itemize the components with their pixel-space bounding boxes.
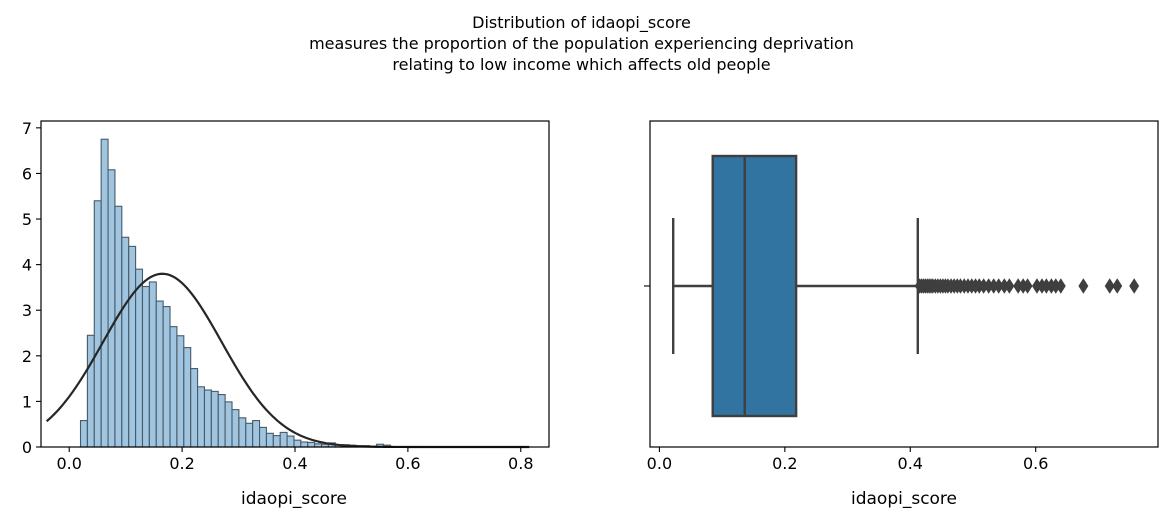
histogram-y-tick-label: 7: [22, 119, 32, 138]
histogram-bar: [293, 439, 302, 448]
histogram-bar: [155, 300, 164, 448]
histogram-x-tick-label: 0.2: [169, 454, 194, 473]
histogram-bar: [121, 236, 130, 448]
histogram-bar: [286, 435, 295, 448]
histogram-bar: [259, 426, 267, 448]
histogram-bar: [100, 138, 109, 448]
histogram-panel: 0.0 0.2 0.4 0.6 0.8 0 1 2 3 4 5 6 7: [22, 119, 550, 473]
outlier-marker: [1112, 278, 1123, 294]
interquartile-box: [711, 154, 798, 418]
histogram-y-tick-label: 0: [22, 438, 32, 457]
histogram-bar: [128, 245, 137, 448]
histogram-bar: [217, 394, 226, 448]
histogram-bar: [252, 420, 261, 448]
histogram-y-tick-label: 6: [22, 164, 32, 183]
histogram-bar: [272, 435, 281, 448]
histogram-y-tick-label: 2: [22, 347, 32, 366]
figure-title: Distribution of idaopi_score measures th…: [0, 12, 1163, 75]
histogram-bar: [210, 390, 219, 448]
histogram-bar: [107, 169, 116, 448]
boxplot-x-axis-label: idaopi_score: [851, 489, 957, 509]
histogram-bar: [238, 417, 247, 448]
outlier-marker: [1004, 278, 1015, 294]
histogram-x-tick-label: 0.8: [508, 454, 533, 473]
histogram-bar: [265, 432, 274, 448]
histogram-x-tick-label: 0.4: [282, 454, 307, 473]
histogram-x-tick-label: 0.6: [395, 454, 420, 473]
histogram-x-tick-label: 0.0: [56, 454, 81, 473]
outlier-marker: [1022, 278, 1033, 294]
histogram-bar: [86, 334, 95, 448]
boxplot-panel: 0.0 0.2 0.4 0.6: [644, 120, 1159, 473]
histogram-bar: [245, 422, 254, 448]
outlier-marker: [1078, 278, 1089, 294]
histogram-bar: [162, 306, 171, 448]
title-line-1: Distribution of idaopi_score: [472, 13, 691, 32]
histogram-bar: [279, 431, 288, 448]
histogram-bar: [231, 409, 240, 448]
boxplot-x-tick-label: 0.6: [1023, 454, 1048, 473]
histogram-bar: [141, 285, 150, 448]
histogram-bar: [79, 420, 88, 448]
histogram-bar: [135, 268, 144, 448]
outlier-marker: [1104, 278, 1115, 294]
outlier-marker: [1129, 278, 1140, 294]
boxplot-axes-frame: [649, 120, 1159, 448]
histogram-bar: [197, 386, 206, 448]
histogram-bar: [224, 401, 233, 448]
histogram-bar: [300, 441, 309, 448]
histogram-bar: [169, 326, 178, 448]
histogram-bar: [148, 281, 157, 448]
histogram-bar: [176, 335, 185, 448]
histogram-bar: [114, 205, 123, 448]
title-line-2: measures the proportion of the populatio…: [309, 34, 854, 53]
histogram-bar: [93, 200, 102, 448]
histogram-y-tick-label: 1: [22, 392, 32, 411]
histogram-bar: [183, 347, 192, 448]
histogram-y-tick-label: 5: [22, 210, 32, 229]
boxplot-x-tick-label: 0.4: [898, 454, 923, 473]
outlier-marker: [1055, 278, 1066, 294]
histogram-y-tick-label: 4: [22, 256, 32, 275]
boxplot-x-tick-label: 0.0: [647, 454, 672, 473]
title-line-3: relating to low income which affects old…: [392, 55, 771, 74]
histogram-bar: [190, 368, 199, 448]
histogram-x-axis-label: idaopi_score: [241, 489, 347, 509]
histogram-bar: [307, 441, 316, 448]
boxplot-x-tick-label: 0.2: [772, 454, 797, 473]
histogram-bar: [203, 389, 212, 448]
histogram-y-tick-label: 3: [22, 301, 32, 320]
